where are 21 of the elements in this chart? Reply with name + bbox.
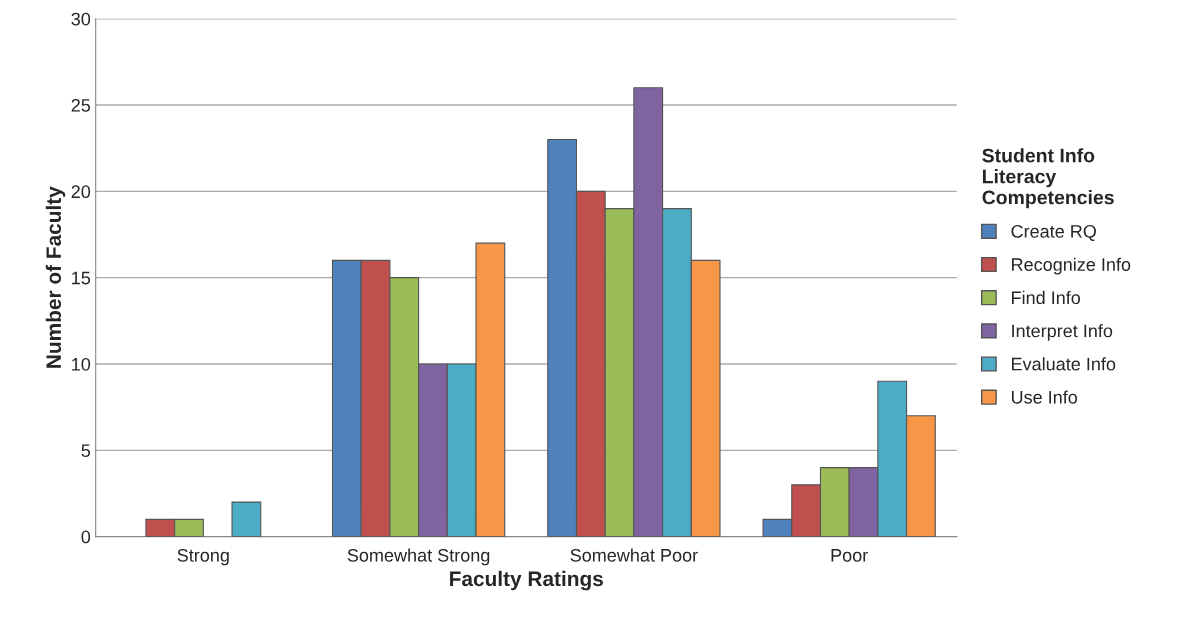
y-tick-label: 0	[81, 530, 91, 544]
x-tick-label: Strong	[177, 548, 229, 566]
x-tick-label: Poor	[831, 549, 868, 562]
y-tick-label: 20	[71, 185, 91, 199]
legend-label: Evaluate Info	[1012, 357, 1116, 371]
y-tick-label: 15	[72, 271, 91, 285]
legend-label: Recognize Info	[1012, 257, 1131, 275]
y-tick-label: 25	[71, 98, 91, 112]
legend-title: Student Info Literacy Competencies	[982, 148, 1114, 209]
legend-label: Interpret Info	[1012, 324, 1113, 341]
legend-label: Find Info	[1012, 290, 1081, 305]
x-tick-label: Somewhat Strong	[347, 548, 490, 566]
y-axis-title: Number of Faculty	[45, 186, 66, 368]
y-tick-label: 10	[72, 357, 91, 371]
x-axis-title: Faculty Ratings	[450, 570, 603, 591]
legend-label: Use Info	[1011, 390, 1078, 404]
legend-label: Create RQ	[1011, 224, 1096, 241]
y-tick-label: 30	[71, 12, 91, 26]
y-tick-label: 5	[81, 444, 91, 458]
x-tick-label: Somewhat Poor	[570, 548, 698, 562]
bar	[231, 501, 262, 537]
